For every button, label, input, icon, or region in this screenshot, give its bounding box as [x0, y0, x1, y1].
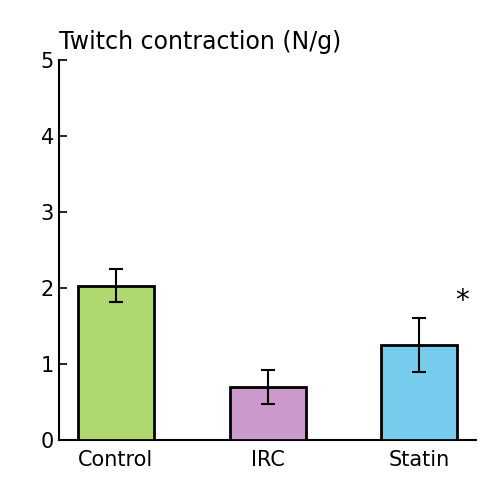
Text: Twitch contraction (N/g): Twitch contraction (N/g) [59, 30, 341, 54]
Text: *: * [455, 286, 469, 314]
Bar [382, 345, 457, 440]
Bar [78, 286, 154, 440]
Bar [230, 387, 305, 440]
